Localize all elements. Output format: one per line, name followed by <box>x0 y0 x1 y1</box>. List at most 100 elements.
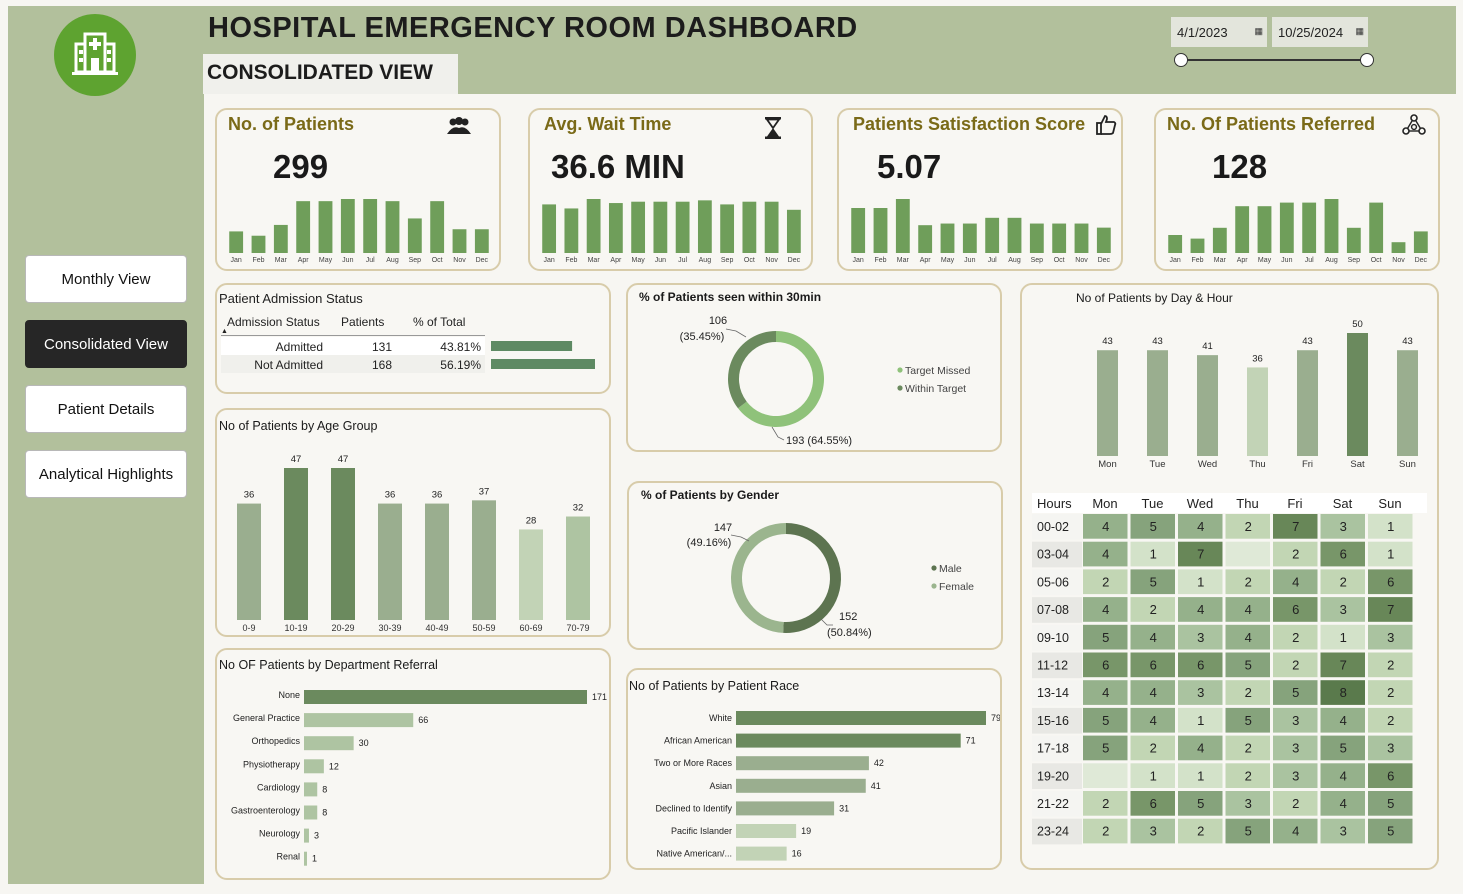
calendar-icon[interactable]: ▦ <box>1254 26 1263 36</box>
age-bar[interactable] <box>425 503 449 620</box>
heatmap-cell[interactable] <box>1368 763 1413 788</box>
heatmap-cell[interactable] <box>1273 680 1318 705</box>
col-admission-status[interactable]: Admission Status <box>227 315 320 329</box>
heatmap-cell[interactable] <box>1273 597 1318 622</box>
heatmap-cell[interactable] <box>1130 652 1176 678</box>
table-row[interactable] <box>221 355 485 373</box>
kpi-bar[interactable] <box>962 223 977 253</box>
heatmap-cell[interactable] <box>1273 707 1318 733</box>
kpi-bar[interactable] <box>1029 223 1044 253</box>
heatmap-cell[interactable] <box>1083 624 1128 650</box>
legend-label[interactable]: Male <box>939 563 962 575</box>
heatmap-cell[interactable] <box>1273 652 1318 678</box>
heatmap-cell[interactable] <box>1130 680 1176 705</box>
date-range-slider[interactable] <box>1181 59 1367 61</box>
heatmap-cell[interactable] <box>1083 735 1128 761</box>
kpi-bar[interactable] <box>1346 227 1361 253</box>
day-bar[interactable] <box>1397 350 1418 456</box>
race-bar[interactable] <box>736 756 869 771</box>
kpi-bar[interactable] <box>720 204 735 253</box>
kpi-bar[interactable] <box>873 208 888 253</box>
kpi-bar[interactable] <box>1096 227 1111 253</box>
kpi-bar[interactable] <box>251 235 266 253</box>
nav-monthly-view[interactable]: Monthly View <box>25 255 187 303</box>
kpi-bar[interactable] <box>985 217 1000 253</box>
heatmap-cell[interactable] <box>1368 569 1413 595</box>
kpi-bar[interactable] <box>385 201 400 253</box>
heatmap-cell[interactable] <box>1320 680 1366 705</box>
kpi-bar[interactable] <box>474 229 489 253</box>
race-bar[interactable] <box>736 778 866 793</box>
kpi-bar[interactable] <box>1413 231 1428 253</box>
kpi-bar[interactable] <box>1302 202 1317 253</box>
department-bar[interactable] <box>304 782 318 797</box>
heatmap-cell[interactable] <box>1273 763 1318 788</box>
heatmap-cell[interactable] <box>1225 791 1271 816</box>
kpi-bar[interactable] <box>1074 223 1089 253</box>
kpi-bar[interactable] <box>1257 206 1272 253</box>
kpi-bar[interactable] <box>1190 238 1205 253</box>
heatmap-cell[interactable] <box>1273 514 1318 539</box>
heatmap-cell[interactable] <box>1083 541 1128 567</box>
day-bar[interactable] <box>1247 367 1268 456</box>
heatmap-cell[interactable] <box>1178 735 1223 761</box>
age-bar[interactable] <box>331 468 355 620</box>
kpi-bar[interactable] <box>653 201 668 253</box>
heatmap-cell[interactable] <box>1320 791 1366 816</box>
kpi-bar[interactable] <box>296 201 311 253</box>
heatmap-cell[interactable] <box>1273 791 1318 816</box>
heatmap-cell[interactable] <box>1320 514 1366 539</box>
kpi-bar[interactable] <box>273 224 288 253</box>
heatmap-cell[interactable] <box>1225 514 1271 539</box>
heatmap-cell[interactable] <box>1083 791 1128 816</box>
donut-slice[interactable] <box>728 331 776 409</box>
donut-slice[interactable] <box>783 523 842 633</box>
heatmap-cell[interactable] <box>1178 818 1223 844</box>
heatmap-cell[interactable] <box>1083 763 1128 788</box>
legend-label[interactable]: Female <box>939 581 974 593</box>
race-bar[interactable] <box>736 846 787 861</box>
heatmap-cell[interactable] <box>1320 763 1366 788</box>
calendar-icon[interactable]: ▦ <box>1355 26 1364 36</box>
kpi-bar[interactable] <box>407 218 422 253</box>
day-bar[interactable] <box>1147 350 1168 456</box>
nav-analytical-highlights[interactable]: Analytical Highlights <box>25 450 187 498</box>
legend-label[interactable]: Within Target <box>905 383 966 395</box>
heatmap-cell[interactable] <box>1368 791 1413 816</box>
heatmap-cell[interactable] <box>1225 541 1271 567</box>
department-bar[interactable] <box>304 759 324 774</box>
heatmap-cell[interactable] <box>1368 624 1413 650</box>
slider-handle-end[interactable] <box>1360 53 1374 67</box>
department-bar[interactable] <box>304 713 414 728</box>
heatmap-cell[interactable] <box>1178 597 1223 622</box>
kpi-bar[interactable] <box>608 203 623 253</box>
kpi-bar[interactable] <box>318 201 333 253</box>
heatmap-cell[interactable] <box>1178 514 1223 539</box>
kpi-bar[interactable] <box>764 201 779 253</box>
heatmap-cell[interactable] <box>1225 680 1271 705</box>
heatmap-cell[interactable] <box>1225 707 1271 733</box>
heatmap-cell[interactable] <box>1368 652 1413 678</box>
kpi-bar[interactable] <box>742 201 757 253</box>
kpi-bar[interactable] <box>430 201 445 253</box>
department-bar[interactable] <box>304 828 309 843</box>
department-bar[interactable] <box>304 736 354 751</box>
heatmap-cell[interactable] <box>1178 541 1223 567</box>
age-bar[interactable] <box>519 529 543 620</box>
heatmap-cell[interactable] <box>1130 791 1176 816</box>
kpi-bar[interactable] <box>786 209 801 253</box>
legend-label[interactable]: Target Missed <box>905 365 971 377</box>
kpi-bar[interactable] <box>1052 223 1067 253</box>
heatmap-cell[interactable] <box>1130 763 1176 788</box>
kpi-bar[interactable] <box>1391 242 1406 253</box>
age-bar[interactable] <box>566 516 590 620</box>
kpi-bar[interactable] <box>586 199 601 253</box>
heatmap-cell[interactable] <box>1273 818 1318 844</box>
heatmap-cell[interactable] <box>1130 624 1176 650</box>
heatmap-cell[interactable] <box>1273 569 1318 595</box>
heatmap-cell[interactable] <box>1083 680 1128 705</box>
heatmap-cell[interactable] <box>1178 791 1223 816</box>
heatmap-cell[interactable] <box>1320 818 1366 844</box>
kpi-bar[interactable] <box>452 229 467 253</box>
age-bar[interactable] <box>284 468 308 620</box>
